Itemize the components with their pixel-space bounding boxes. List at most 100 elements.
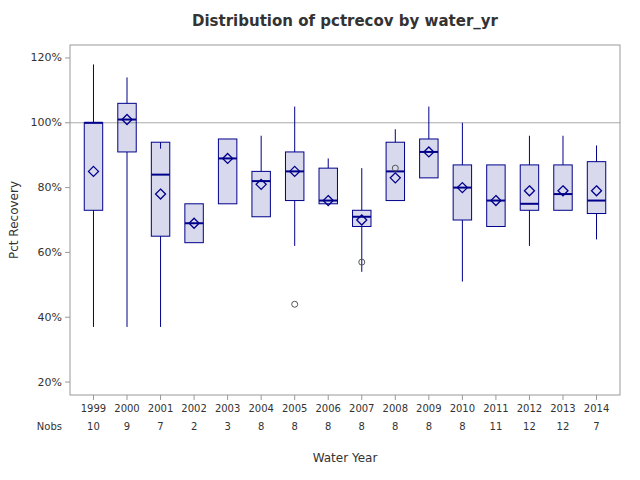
whisker-high xyxy=(462,123,463,165)
mean-marker xyxy=(223,153,233,163)
nobs-value: 8 xyxy=(325,421,331,432)
chart: 20%40%60%80%100%120%19992000200120022003… xyxy=(0,0,640,480)
y-tick-label: 40% xyxy=(38,311,62,324)
box-group xyxy=(84,64,102,327)
x-tick-label: 2001 xyxy=(148,403,173,414)
x-tick-label: 2005 xyxy=(282,403,307,414)
box xyxy=(84,123,102,210)
x-tick xyxy=(294,395,295,400)
y-tick xyxy=(65,187,70,188)
mean-marker xyxy=(390,173,400,183)
box-group xyxy=(185,204,203,243)
x-tick xyxy=(127,395,128,400)
x-tick-label: 2000 xyxy=(114,403,139,414)
x-tick xyxy=(395,395,396,400)
mean-marker xyxy=(357,215,367,225)
mean-marker xyxy=(558,186,568,196)
whisker-high xyxy=(428,107,429,139)
mean-marker xyxy=(323,196,333,206)
whisker-high xyxy=(596,145,597,161)
box-group xyxy=(520,136,538,246)
whisker-high xyxy=(294,107,295,152)
reference-line xyxy=(70,122,620,123)
nobs-value: 7 xyxy=(157,421,163,432)
median xyxy=(554,193,572,195)
median xyxy=(487,200,505,202)
median xyxy=(285,170,303,172)
y-tick-label: 80% xyxy=(38,181,62,194)
box-group xyxy=(587,145,605,239)
nobs-value: 3 xyxy=(224,421,230,432)
plot-frame xyxy=(70,45,620,395)
box xyxy=(319,168,337,204)
x-tick xyxy=(495,395,496,400)
nobs-value: 8 xyxy=(258,421,264,432)
x-tick-label: 2003 xyxy=(215,403,240,414)
x-tick xyxy=(596,395,597,400)
y-tick-label: 120% xyxy=(31,51,62,64)
box xyxy=(252,171,270,216)
outlier xyxy=(292,301,298,307)
box-group xyxy=(319,158,337,205)
nobs-row: Nobs10972388888881112127 xyxy=(37,421,600,432)
outlier xyxy=(359,259,365,265)
whisker-high xyxy=(361,168,362,210)
box xyxy=(554,165,572,210)
whisker-low xyxy=(160,236,161,327)
x-tick-label: 2008 xyxy=(383,403,408,414)
mean-marker xyxy=(592,186,602,196)
whisker-low xyxy=(127,152,128,327)
nobs-value: 8 xyxy=(459,421,465,432)
y-axis: 20%40%60%80%100%120% xyxy=(31,51,70,388)
y-tick xyxy=(65,382,70,383)
y-tick xyxy=(65,317,70,318)
mean-marker xyxy=(424,147,434,157)
whisker-high xyxy=(395,129,396,142)
nobs-label: Nobs xyxy=(37,421,62,432)
box xyxy=(118,103,136,152)
nobs-value: 9 xyxy=(124,421,130,432)
median xyxy=(84,122,102,124)
plot-marks xyxy=(70,64,620,327)
y-tick xyxy=(65,122,70,123)
box xyxy=(353,210,371,226)
x-tick xyxy=(462,395,463,400)
nobs-value: 7 xyxy=(593,421,599,432)
whisker-high xyxy=(328,158,329,168)
x-tick-label: 2010 xyxy=(450,403,475,414)
mean-marker xyxy=(256,179,266,189)
nobs-value: 8 xyxy=(426,421,432,432)
nobs-value: 12 xyxy=(523,421,536,432)
plot-area xyxy=(70,45,620,395)
whisker-low xyxy=(596,214,597,240)
y-tick-label: 20% xyxy=(38,376,62,389)
median xyxy=(353,216,371,218)
x-tick xyxy=(194,395,195,400)
box-group xyxy=(386,129,404,200)
mean-marker xyxy=(457,183,467,193)
box xyxy=(487,165,505,227)
whisker-high xyxy=(562,136,563,165)
x-tick-label: 2006 xyxy=(316,403,341,414)
median xyxy=(319,200,337,202)
box-group xyxy=(453,123,471,282)
x-tick xyxy=(428,395,429,400)
nobs-value: 12 xyxy=(557,421,570,432)
box-group xyxy=(285,107,303,308)
nobs-value: 2 xyxy=(191,421,197,432)
median xyxy=(587,200,605,202)
box-group xyxy=(252,136,270,217)
box xyxy=(520,165,538,210)
median xyxy=(218,157,236,159)
whisker-low xyxy=(462,220,463,282)
median xyxy=(520,203,538,205)
whisker-high xyxy=(529,136,530,165)
x-axis-label: Water Year xyxy=(313,451,378,465)
whisker-low xyxy=(294,201,295,246)
nobs-value: 10 xyxy=(87,421,100,432)
x-tick xyxy=(328,395,329,400)
box xyxy=(386,142,404,200)
nobs-value: 8 xyxy=(392,421,398,432)
median xyxy=(151,174,169,176)
nobs-value: 8 xyxy=(292,421,298,432)
